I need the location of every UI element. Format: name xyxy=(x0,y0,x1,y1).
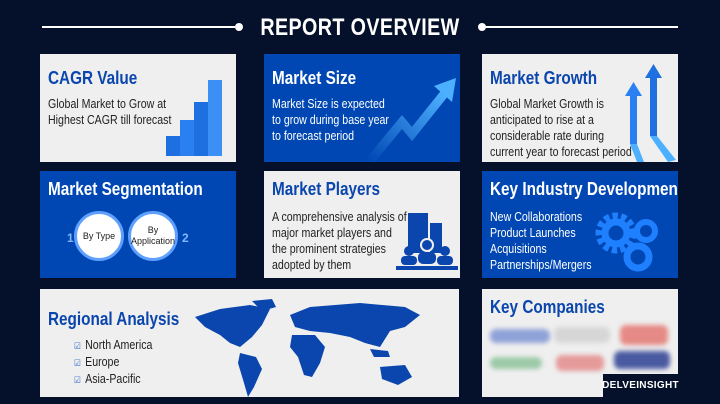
list-item: ☑ Asia-Pacific xyxy=(74,372,141,386)
card-text: Global Market to Grow at Highest CAGR til… xyxy=(48,97,172,127)
list-item: Product Launches xyxy=(490,226,576,240)
card-title: Market Size xyxy=(272,68,357,88)
growth-arrow-icon xyxy=(365,78,456,162)
header-divider-right xyxy=(484,26,678,28)
header-dot-left xyxy=(235,23,243,31)
card-regional-analysis: Regional Analysis ☑ North America ☑ Europe… xyxy=(40,289,459,397)
card-title: Market Players xyxy=(272,179,381,199)
card-title: Regional Analysis xyxy=(48,309,180,329)
list-item: New Collaborations xyxy=(490,210,583,224)
page-title: REPORT OVERVIEW xyxy=(260,14,460,41)
company-logo-blurred xyxy=(490,329,550,343)
delveinsight-logo: DELVEINSIGHT xyxy=(602,374,679,397)
gears-icon xyxy=(595,212,658,272)
card-title: CAGR Value xyxy=(48,68,138,88)
segment-by-application: By Application xyxy=(128,211,178,261)
list-item: ☑ Europe xyxy=(74,355,120,369)
header-dot-right xyxy=(478,23,486,31)
card-text: Global Market Growth is anticipated to ri… xyxy=(490,97,632,159)
card-title: Market Segmentation xyxy=(48,179,203,199)
bar-chart-icon xyxy=(166,80,222,156)
card-cagr-value: CAGR Value Global Market to Grow at Highe… xyxy=(40,54,236,162)
checkbox-icon: ☑ xyxy=(74,341,81,351)
card-key-industry-development: Key Industry Development New Collaborati… xyxy=(482,171,678,278)
company-logo-blurred xyxy=(490,357,542,369)
list-item: Acquisitions xyxy=(490,242,547,256)
card-market-growth: Market Growth Global Market Growth is ant… xyxy=(482,54,678,162)
card-title: Market Growth xyxy=(490,68,598,88)
card-market-segmentation: Market Segmentation 1 By Type By Applica… xyxy=(40,171,236,278)
card-title: Key Companies xyxy=(490,297,605,317)
development-list: New Collaborations Product Launches Acqu… xyxy=(490,209,592,273)
company-logo-blurred xyxy=(556,355,604,371)
report-header: REPORT OVERVIEW xyxy=(0,14,720,41)
segment-by-type: By Type xyxy=(74,211,124,261)
checkbox-icon: ☑ xyxy=(74,358,81,368)
card-title: Key Industry Development xyxy=(490,179,678,199)
segment-number: 2 xyxy=(182,231,189,245)
list-item: Partnerships/Mergers xyxy=(490,258,592,272)
buildings-people-icon xyxy=(396,213,458,270)
card-market-size: Market Size Market Size is expected to gr… xyxy=(264,54,460,162)
card-text: Market Size is expected to grow during ba… xyxy=(272,97,389,143)
card-market-players: Market Players A comprehensive analysis … xyxy=(264,171,460,278)
checkbox-icon: ☑ xyxy=(74,375,81,385)
region-list: ☑ North America ☑ Europe ☑ Asia-Pacific xyxy=(74,337,152,388)
company-logo-blurred xyxy=(614,351,670,369)
segment-number: 1 xyxy=(67,231,74,245)
company-logo-blurred xyxy=(554,327,610,343)
card-text: A comprehensive analysis of major market … xyxy=(272,210,407,272)
world-map-icon xyxy=(195,299,420,397)
rising-arrows-icon xyxy=(625,64,676,162)
header-divider-left xyxy=(42,26,235,28)
list-item: ☑ North America xyxy=(74,338,153,352)
company-logo-blurred xyxy=(620,325,668,345)
